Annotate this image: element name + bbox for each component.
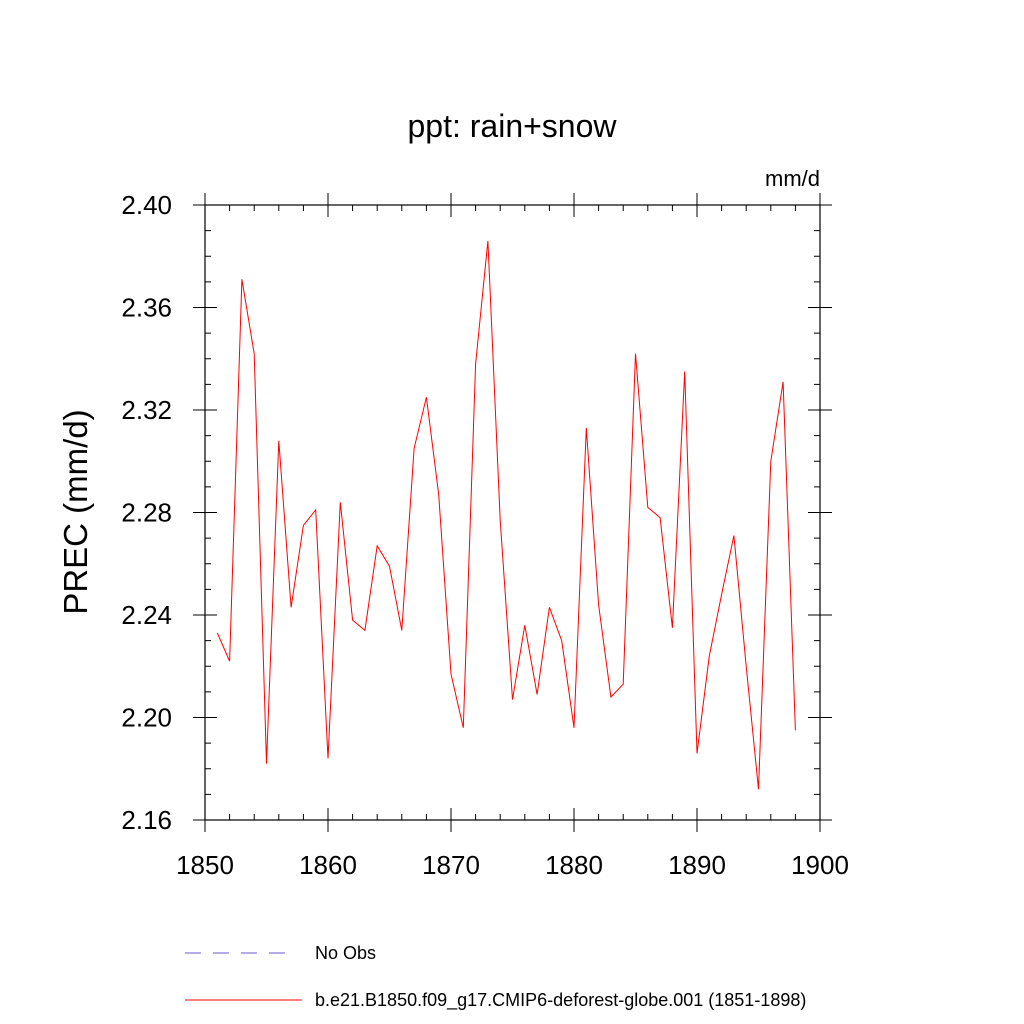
axis-tick-labels: 1850 1860 1870 1880 1890 1900 2.16 2.20 2.24 2.28…	[121, 190, 849, 880]
x-tick-label: 1900	[791, 850, 849, 880]
x-tick-label: 1890	[668, 850, 726, 880]
x-tick-label: 1870	[422, 850, 480, 880]
y-tick-label: 2.16	[121, 805, 172, 835]
axis-ticks	[193, 193, 832, 832]
legend-label-no-obs: No Obs	[315, 943, 376, 963]
y-tick-label: 2.40	[121, 190, 172, 220]
series-line	[216, 240, 796, 790]
legend: No Obs b.e21.B1850.f09_g17.CMIP6-defores…	[185, 943, 806, 1011]
y-tick-label: 2.28	[121, 498, 172, 528]
chart-title: ppt: rain+snow	[407, 108, 617, 144]
y-tick-label: 2.24	[121, 600, 172, 630]
plot-frame	[204, 204, 821, 821]
series-layer	[216, 240, 796, 790]
y-axis-label: PREC (mm/d)	[57, 409, 94, 614]
legend-label-model: b.e21.B1850.f09_g17.CMIP6-deforest-globe…	[315, 990, 806, 1011]
x-tick-label: 1850	[176, 850, 234, 880]
y-tick-label: 2.20	[121, 703, 172, 733]
y-tick-label: 2.32	[121, 395, 172, 425]
x-tick-label: 1880	[545, 850, 603, 880]
x-tick-label: 1860	[299, 850, 357, 880]
y-tick-label: 2.36	[121, 293, 172, 323]
units-label: mm/d	[765, 166, 820, 191]
